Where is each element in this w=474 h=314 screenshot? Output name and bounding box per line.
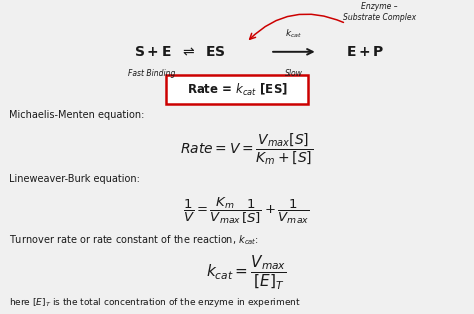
Text: Rate = $k_{cat}$ [ES]: Rate = $k_{cat}$ [ES] <box>187 81 287 98</box>
Text: Enzyme –
Substrate Complex: Enzyme – Substrate Complex <box>343 2 416 22</box>
Text: here $[E]_T$ is the total concentration of the enzyme in experiment: here $[E]_T$ is the total concentration … <box>9 295 301 309</box>
Text: $\dfrac{1}{V} = \dfrac{K_m}{V_{max}}\dfrac{1}{[S]} + \dfrac{1}{V_{max}}$: $\dfrac{1}{V} = \dfrac{K_m}{V_{max}}\dfr… <box>183 195 310 225</box>
Text: $\mathit{Rate} = V = \dfrac{V_{max}[S]}{K_m+[S]}$: $\mathit{Rate} = V = \dfrac{V_{max}[S]}{… <box>180 132 313 167</box>
Text: $\mathbf{S + E}$  $\rightleftharpoons$  $\mathbf{ES}$: $\mathbf{S + E}$ $\rightleftharpoons$ $\… <box>134 45 226 59</box>
Text: Lineweaver-Burk equation:: Lineweaver-Burk equation: <box>9 174 140 184</box>
FancyBboxPatch shape <box>166 75 308 104</box>
Text: $\mathbf{E + P}$: $\mathbf{E + P}$ <box>346 45 384 59</box>
Text: Fast Binding: Fast Binding <box>128 69 175 78</box>
Text: $k_{cat}$: $k_{cat}$ <box>285 27 302 40</box>
Text: Turnover rate or rate constant of the reaction, $k_{cat}$:: Turnover rate or rate constant of the re… <box>9 233 260 247</box>
Text: $k_{cat} = \dfrac{V_{max}}{[E]_T}$: $k_{cat} = \dfrac{V_{max}}{[E]_T}$ <box>206 253 287 290</box>
Text: Slow: Slow <box>285 69 303 78</box>
Text: Michaelis-Menten equation:: Michaelis-Menten equation: <box>9 110 145 120</box>
